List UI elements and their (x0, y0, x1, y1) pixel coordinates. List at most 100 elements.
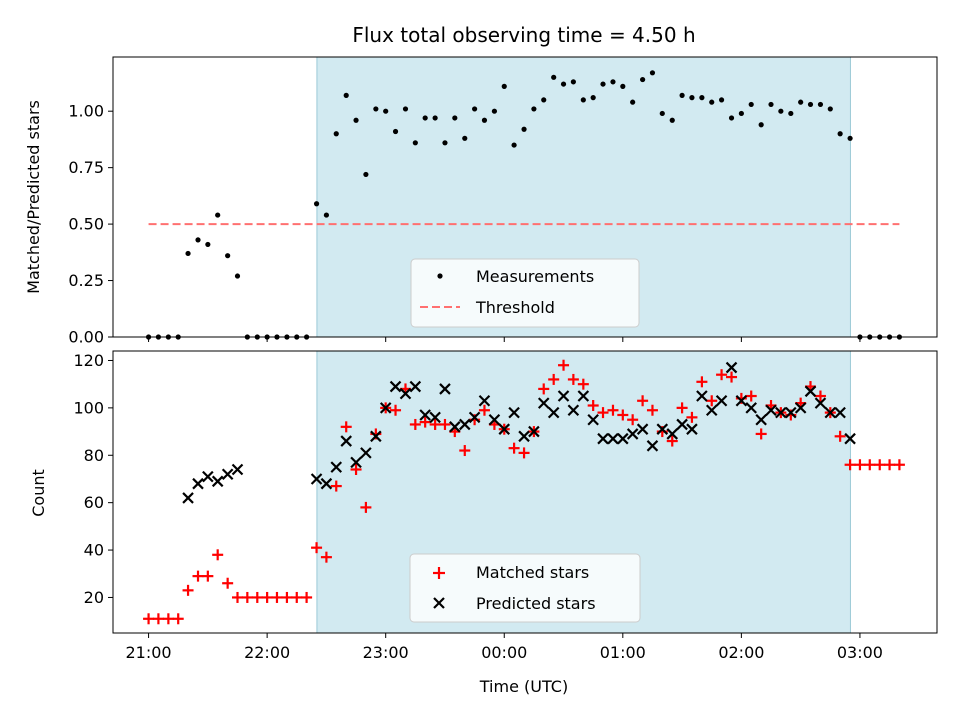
matched-star-point (231, 591, 243, 603)
predicted-star-point (636, 423, 649, 435)
bottom-y-tick-label: 40 (84, 541, 104, 560)
measurement-point (521, 126, 527, 132)
predicted-x-b (844, 432, 856, 445)
predicted-star-point (834, 406, 846, 419)
measurement-point (640, 76, 646, 83)
predicted-star-point (221, 468, 234, 481)
predicted-star-point (211, 475, 224, 488)
matched-star-point (696, 376, 708, 388)
predicted-star-point (775, 406, 787, 419)
predicted-star-point (340, 435, 352, 447)
predicted-x-b (646, 440, 659, 452)
predicted-x-b (370, 430, 382, 443)
predicted-x-b (656, 423, 669, 435)
measurement-point (551, 74, 557, 80)
measurement-point (234, 273, 241, 279)
measurement-point (679, 92, 685, 98)
predicted-x-b (310, 473, 323, 485)
matched-star-point (172, 613, 184, 625)
predicted-star-point (785, 406, 797, 419)
matched-star-point (814, 390, 826, 402)
predicted-x-b (725, 361, 738, 374)
x-tick-label: 22:00 (244, 643, 290, 662)
measurement-point (738, 110, 744, 117)
measurement-point (768, 101, 774, 108)
measurement-point (590, 95, 596, 101)
measurement-point (580, 97, 586, 103)
predicted-star-point (656, 423, 669, 435)
matched-star-point (686, 411, 698, 423)
predicted-star-point (686, 423, 698, 435)
measurement-point (798, 99, 804, 105)
measurement-point (570, 79, 576, 85)
matched-star-point (419, 416, 431, 428)
matched-star-point (844, 459, 856, 471)
matched-star-point (429, 418, 441, 430)
measurement-point (462, 135, 468, 141)
measurement-point (620, 83, 626, 89)
measurement-point (402, 106, 409, 112)
predicted-star-point (370, 430, 382, 443)
measurement-point (195, 237, 201, 243)
matched-star-point (350, 463, 362, 475)
measurement-point (432, 115, 438, 121)
matched-star-point (390, 404, 402, 416)
predicted-star-point (597, 432, 609, 445)
predicted-x-b (765, 404, 777, 417)
predicted-x-b (221, 468, 234, 481)
matched-star-point (261, 591, 273, 603)
bottom-y-tick-label: 100 (73, 398, 104, 417)
measurement-point (472, 106, 478, 112)
matched-star-point (646, 404, 658, 416)
measurement-point (452, 115, 458, 121)
predicted-x-b (458, 418, 471, 431)
bottom-plot-frame (112, 350, 938, 634)
matched-star-point (745, 390, 757, 402)
predicted-x-b (488, 413, 501, 426)
measurement-point (560, 81, 567, 87)
measurement-point (837, 131, 843, 137)
matched-star-point (439, 418, 451, 430)
predicted-x-b (824, 406, 837, 419)
x-tick-label: 02:00 (718, 643, 764, 662)
predicted-star-point (350, 456, 362, 469)
predicted-x-b (537, 397, 550, 409)
predicted-star-point (202, 470, 214, 483)
measurement-point (333, 131, 339, 137)
matched-star-point (192, 570, 204, 582)
predicted-star-point (646, 440, 659, 452)
matched-star-point (508, 442, 520, 454)
predicted-x-b (626, 428, 639, 440)
matched-star-point (320, 551, 332, 563)
matched-star-point (478, 404, 490, 416)
top-y-tick-label: 0.50 (68, 215, 104, 234)
bottom-y-tick-label: 20 (84, 588, 104, 607)
bottom-y-tick-label: 120 (73, 351, 104, 370)
bottom-y-axis-label: Count (29, 469, 48, 517)
matched-star-point (311, 542, 323, 554)
predicted-x-b (617, 432, 629, 445)
measurement-point (215, 212, 221, 218)
measurement-point (323, 212, 330, 218)
matched-star-point (834, 430, 846, 442)
predicted-star-point (696, 390, 708, 402)
measurement-point (541, 97, 547, 103)
measurement-point (699, 95, 705, 101)
predicted-x-b (379, 402, 392, 414)
predicted-star-point (429, 411, 441, 424)
matched-star-point (241, 591, 253, 603)
predicted-star-point (735, 394, 748, 407)
predicted-star-point (666, 428, 679, 440)
predicted-x-b (597, 432, 609, 445)
legend-predicted-marker (433, 597, 445, 609)
measurement-point (185, 250, 191, 257)
measurement-point (669, 117, 675, 123)
matched-star-point (182, 584, 194, 596)
predicted-star-point (557, 390, 570, 402)
matched-star-point (726, 371, 738, 383)
measurement-point (511, 142, 517, 148)
predicted-star-point (409, 380, 422, 393)
matched-star-point (587, 400, 599, 412)
matched-star-point (538, 383, 550, 395)
predicted-x-b (508, 406, 520, 419)
